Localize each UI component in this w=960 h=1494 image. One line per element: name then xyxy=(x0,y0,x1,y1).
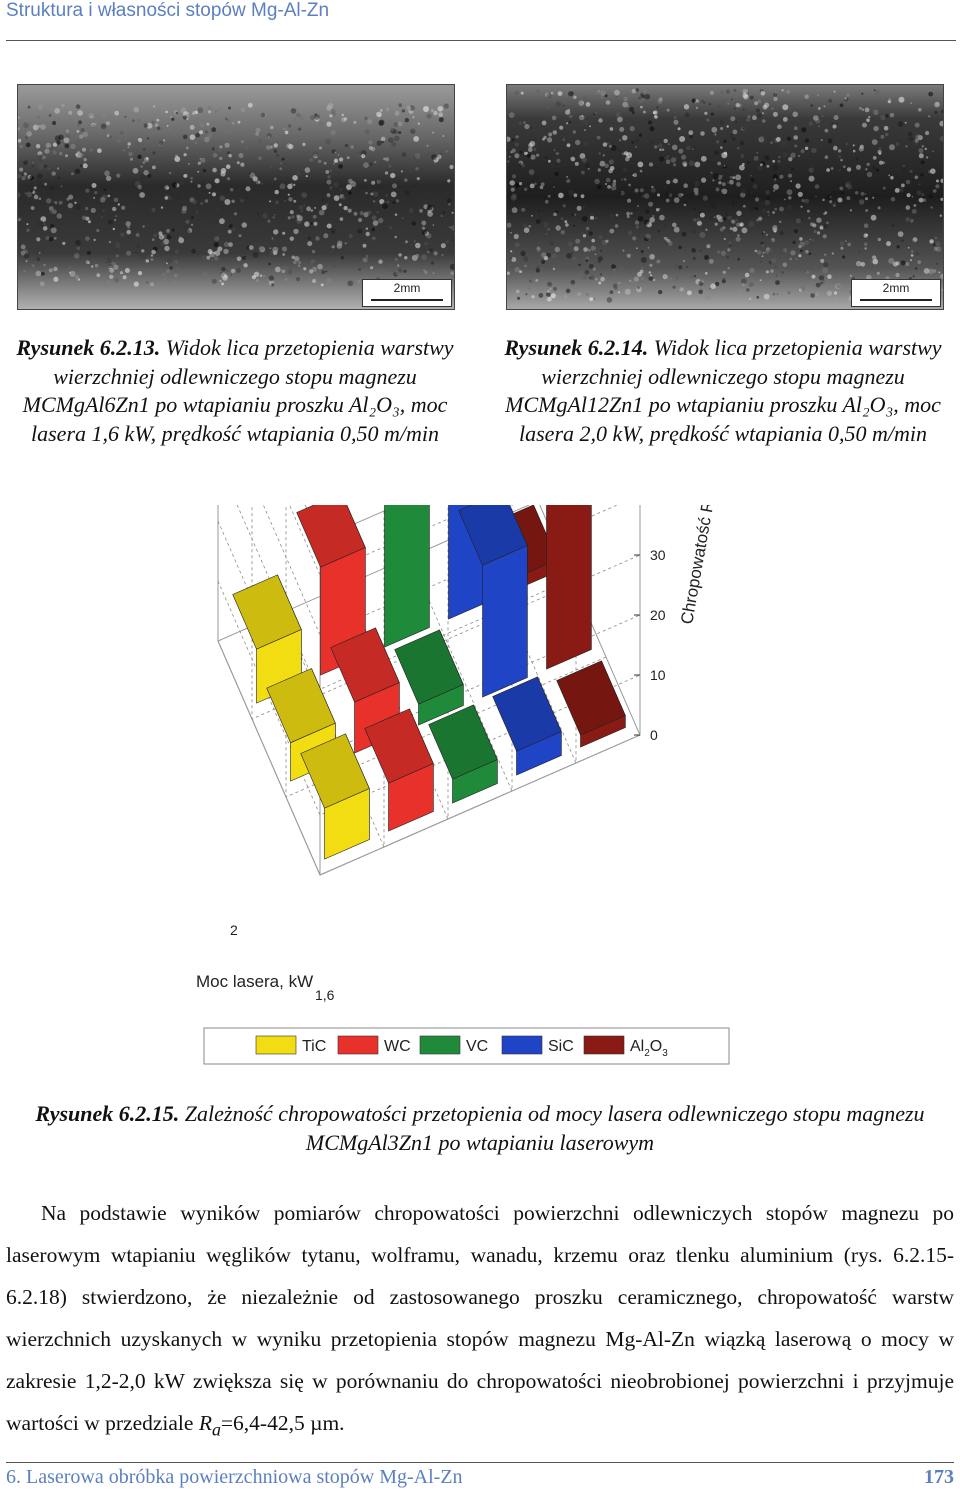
legend-swatch xyxy=(583,1035,625,1055)
figure-caption-6-2-14: Rysunek 6.2.14. Widok lica przetopienia … xyxy=(498,334,948,448)
micrograph-6-2-13: 2mm xyxy=(17,84,455,310)
bar-Al-2 xyxy=(556,660,626,748)
caption-text: Widok lica przetopienia warstwy wierzchn… xyxy=(505,335,942,446)
micrograph-6-2-14: 2mm xyxy=(506,84,944,310)
bar-TiC-1,6 xyxy=(266,668,336,782)
bar-VC-1,6 xyxy=(394,629,464,726)
ra-subscript: a xyxy=(211,1419,221,1440)
figure-caption-6-2-15: Rysunek 6.2.15. Zależność chropowatości … xyxy=(20,1100,940,1157)
legend-swatch xyxy=(419,1035,461,1055)
scale-label: 2mm xyxy=(882,281,910,295)
bar-VC-2 xyxy=(428,704,498,804)
caption-text: Widok lica przetopienia warstwy wierzchn… xyxy=(22,335,454,446)
bar-TiC-2 xyxy=(300,733,370,860)
ra-value: =6,4-42,5 µm. xyxy=(220,1411,345,1435)
caption-number: Rysunek 6.2.13. xyxy=(16,335,161,360)
x-axis-title: Moc lasera, kW xyxy=(196,972,313,991)
bar-SiC-1,6 xyxy=(458,505,528,698)
legend-label: SiC xyxy=(548,1038,574,1055)
bar-WC-2 xyxy=(364,708,434,832)
caption-number: Rysunek 6.2.14. xyxy=(504,335,649,360)
legend-swatch xyxy=(337,1035,379,1055)
legend-label: WC xyxy=(384,1038,411,1055)
category-label: 2 xyxy=(230,922,238,938)
scale-bar: 2mm xyxy=(851,279,941,307)
legend-label: TiC xyxy=(302,1038,326,1055)
roughness-3d-bar-chart: 01020304050Chropowatość Ra, µm1,21,62Moc… xyxy=(196,505,730,1065)
grid-line xyxy=(236,505,641,696)
z-tick-label: 30 xyxy=(650,547,666,563)
category-label: 1,6 xyxy=(315,987,335,1003)
ra-symbol: R xyxy=(198,1411,212,1435)
grid-line xyxy=(251,505,573,720)
paragraph: Na podstawie wyników pomiarów chropowato… xyxy=(6,1192,954,1450)
body-text: Na podstawie wyników pomiarów chropowato… xyxy=(6,1192,954,1450)
z-tick-label: 0 xyxy=(650,727,658,743)
z-axis-title: Chropowatość Ra, µm xyxy=(677,505,727,626)
legend: TiC WC VC SiC Al2O3 xyxy=(203,1027,730,1065)
header-title: Struktura i własności stopów Mg-Al-Zn xyxy=(6,0,330,21)
running-header: Struktura i własności stopów Mg-Al-Zn xyxy=(6,0,956,41)
bars xyxy=(232,505,626,860)
bar-SiC-2 xyxy=(492,676,562,776)
page-number: 173 xyxy=(924,1466,954,1488)
footer-chapter: 6. Laserowa obróbka powierzchniowa stopó… xyxy=(6,1466,463,1488)
z-axis: 01020304050Chropowatość Ra, µm xyxy=(634,505,727,743)
caption-number: Rysunek 6.2.15. xyxy=(35,1101,180,1126)
legend-swatch xyxy=(255,1035,297,1055)
legend-label: Al2O3 xyxy=(630,1038,668,1059)
scale-label: 2mm xyxy=(393,281,421,295)
running-footer: 6. Laserowa obróbka powierzchniowa stopó… xyxy=(6,1462,954,1494)
caption-text: Zależność chropowatości przetopienia od … xyxy=(184,1101,925,1155)
scale-bar: 2mm xyxy=(362,279,452,307)
figure-caption-6-2-13: Rysunek 6.2.13. Widok lica przetopienia … xyxy=(10,334,460,448)
z-tick-label: 10 xyxy=(650,667,666,683)
bar-Al-1,6 xyxy=(546,505,592,670)
z-tick-label: 20 xyxy=(650,607,666,623)
legend-swatch xyxy=(501,1035,543,1055)
bar-VC-1,2 xyxy=(384,505,430,648)
legend-label: VC xyxy=(466,1038,488,1055)
paragraph-text: Na podstawie wyników pomiarów chropowato… xyxy=(6,1201,954,1435)
